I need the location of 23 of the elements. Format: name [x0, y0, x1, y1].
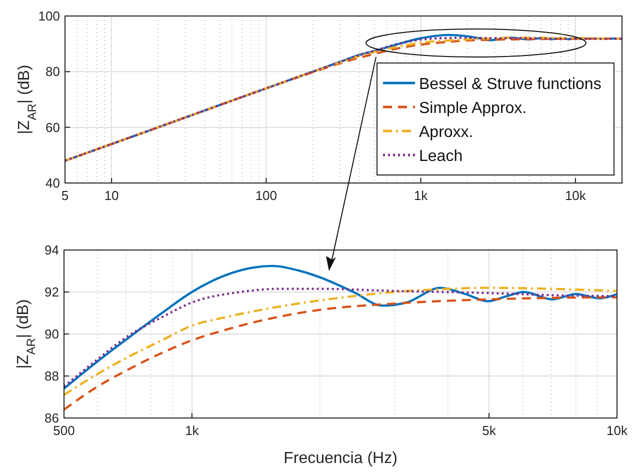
y-tick-label: 92 [44, 284, 59, 300]
legend-label: Simple Approx. [419, 100, 527, 117]
legend-label: Bessel & Struve functions [419, 76, 602, 93]
legend-label: Leach [419, 148, 463, 165]
y-tick-label: 100 [38, 8, 60, 24]
y-tick-label: 94 [44, 242, 59, 258]
y-tick-label: 88 [44, 368, 59, 384]
y-tick-label: 40 [46, 176, 60, 190]
y-tick-label: 60 [46, 120, 60, 135]
y-tick-label: 80 [46, 64, 60, 80]
x-tick-label: 5 [61, 188, 69, 203]
legend-label: Aproxx. [419, 124, 474, 141]
x-tick-label: 10k [606, 423, 628, 438]
x-tick-label: 10 [104, 188, 119, 203]
y-tick-label: 86 [44, 410, 59, 426]
x-tick-label: 1k [185, 423, 200, 438]
x-tick-label: 100 [255, 188, 278, 203]
x-tick-label: 1k [414, 188, 428, 203]
x-tick-label: 500 [53, 423, 75, 438]
x-axis-title: Frecuencia (Hz) [284, 450, 398, 467]
x-tick-label: 5k [482, 423, 496, 438]
y-tick-label: 90 [44, 326, 59, 342]
x-tick-label: 10k [564, 188, 586, 203]
